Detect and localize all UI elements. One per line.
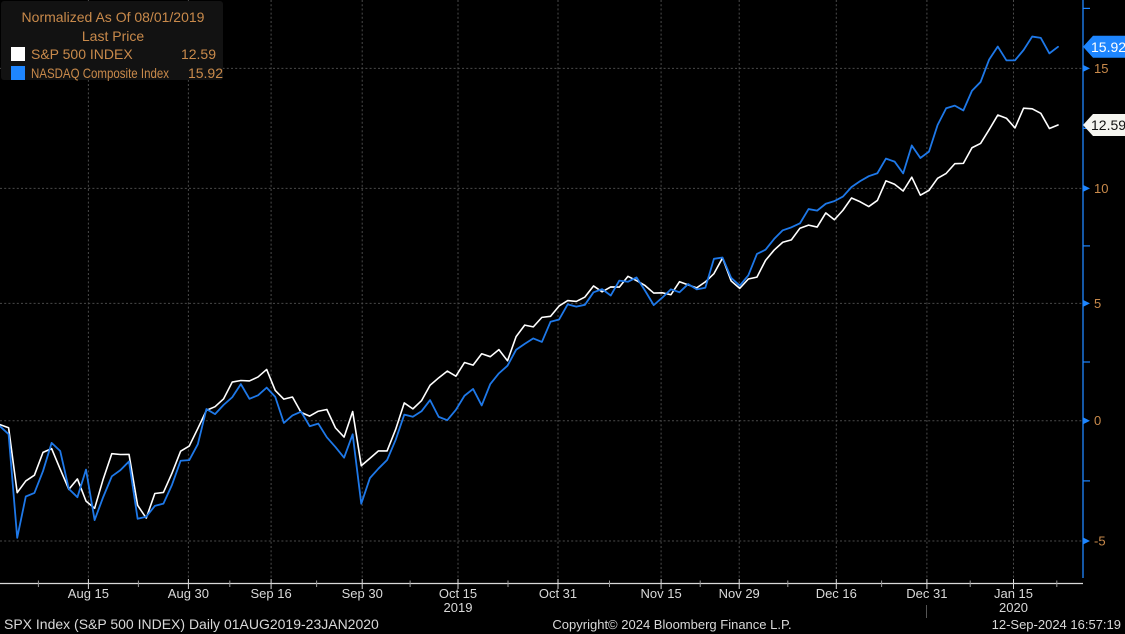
svg-text:Sep 30: Sep 30 (342, 586, 383, 601)
svg-text:-5: -5 (1094, 534, 1106, 549)
svg-text:0: 0 (1094, 413, 1101, 428)
svg-text:5: 5 (1094, 296, 1101, 311)
svg-text:Last Price: Last Price (82, 28, 144, 44)
svg-text:Aug 30: Aug 30 (168, 586, 209, 601)
svg-text:NASDAQ Composite Index: NASDAQ Composite Index (31, 65, 169, 81)
svg-text:Aug 15: Aug 15 (68, 586, 109, 601)
svg-text:Dec 16: Dec 16 (816, 586, 857, 601)
svg-text:S&P 500 INDEX: S&P 500 INDEX (31, 46, 133, 62)
svg-text:15.92: 15.92 (188, 65, 223, 81)
svg-text:Nov 29: Nov 29 (719, 586, 760, 601)
svg-text:12.59: 12.59 (181, 46, 216, 62)
svg-text:10: 10 (1094, 181, 1108, 196)
svg-text:2020: 2020 (999, 600, 1028, 615)
svg-text:12-Sep-2024 16:57:19: 12-Sep-2024 16:57:19 (992, 617, 1121, 632)
svg-text:Oct 15: Oct 15 (439, 586, 477, 601)
svg-text:Oct 31: Oct 31 (539, 586, 577, 601)
svg-text:Dec 31: Dec 31 (906, 586, 947, 601)
svg-text:12.59: 12.59 (1091, 117, 1125, 133)
svg-text:Nov 15: Nov 15 (640, 586, 681, 601)
svg-text:Copyright© 2024 Bloomberg Fina: Copyright© 2024 Bloomberg Finance L.P. (552, 617, 791, 632)
svg-text:Jan 15: Jan 15 (994, 586, 1033, 601)
svg-text:2019: 2019 (444, 600, 473, 615)
svg-text:15.92: 15.92 (1091, 39, 1125, 55)
svg-text:SPX Index (S&P 500 INDEX) Dai: SPX Index (S&P 500 INDEX) Daily 01AUG201… (4, 616, 379, 632)
svg-text:15: 15 (1094, 61, 1108, 76)
svg-text:Sep 16: Sep 16 (250, 586, 291, 601)
svg-text:Normalized As Of 08/01/2019: Normalized As Of 08/01/2019 (22, 9, 205, 25)
